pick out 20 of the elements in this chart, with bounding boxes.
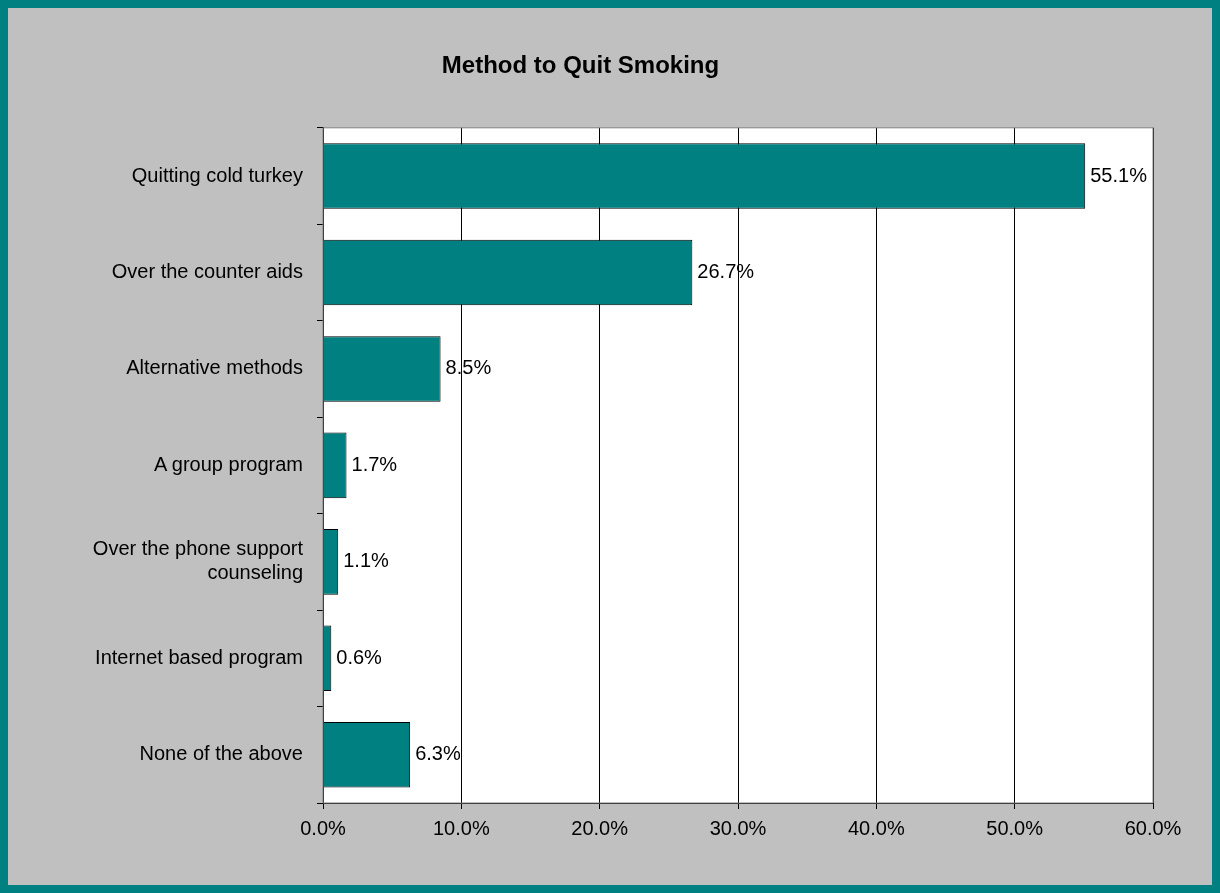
x-tick-label: 0.0% [300, 816, 347, 839]
x-tick-label: 60.0% [1124, 816, 1182, 839]
data-label: 1.7% [351, 452, 398, 475]
y-tick-label: Over the phone support counseling [92, 537, 304, 584]
data-label: 1.1% [343, 549, 390, 572]
y-tick-label: Quitting cold turkey [131, 163, 303, 186]
data-label: 55.1% [1090, 163, 1148, 186]
x-tick-label: 10.0% [432, 816, 490, 839]
x-tick-label: 40.0% [847, 816, 905, 839]
y-tick-label: A group program [154, 452, 303, 475]
x-tick-label: 20.0% [571, 816, 629, 839]
x-tick-label: 50.0% [986, 816, 1044, 839]
y-tick-label: Internet based program [95, 645, 303, 668]
data-label: 0.6% [336, 645, 383, 668]
x-tick-label: 30.0% [709, 816, 767, 839]
data-label: 6.3% [415, 742, 461, 765]
y-tick-label: None of the above [139, 742, 303, 765]
chart-title: Method to Quit Smoking [441, 51, 720, 79]
y-tick-label: Alternative methods [126, 356, 303, 379]
y-tick-label: Over the counter aids [111, 260, 303, 282]
